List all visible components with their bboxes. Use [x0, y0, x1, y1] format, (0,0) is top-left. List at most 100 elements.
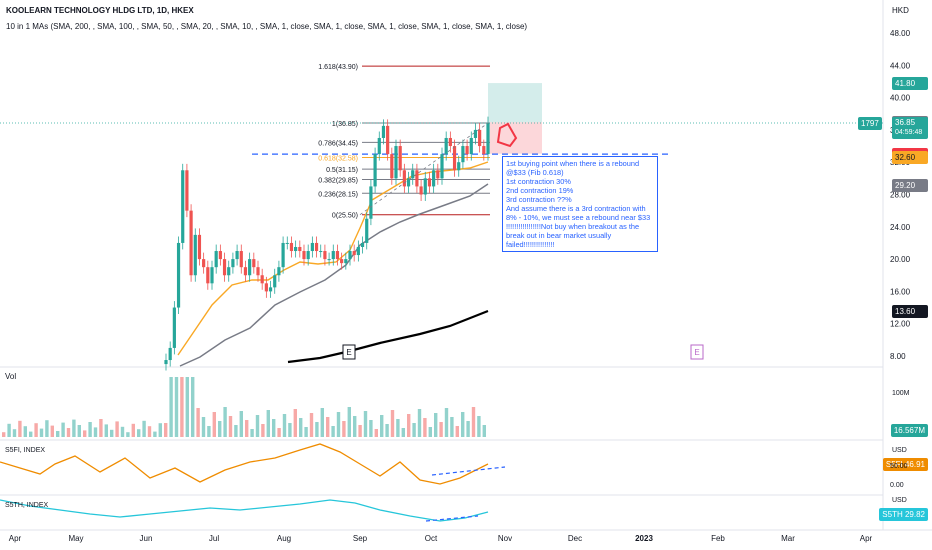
volume-bar [93, 427, 98, 437]
volume-bar [390, 410, 395, 437]
volume-bar [126, 432, 130, 437]
s5fi-tag: S5FI 46.91 [882, 458, 928, 471]
candle-body [465, 146, 469, 155]
note-line-3: 2nd contraction 19% [506, 186, 574, 195]
note-line-4: 3rd contraction ??% [506, 195, 572, 204]
candle-body [369, 186, 373, 219]
candle-body [164, 360, 168, 365]
candle-body [402, 170, 406, 187]
volume-bar [434, 413, 438, 437]
volume-bar [272, 419, 276, 437]
y-tick-label: 8.00 [890, 352, 906, 361]
price-tag: 29.20 [892, 178, 928, 192]
candle-body [323, 251, 327, 260]
annotation-note[interactable]: 1st buying point when there is a rebound… [502, 156, 658, 252]
volume-bar [304, 427, 308, 437]
candle-body [444, 137, 448, 155]
y-tick-label: 40.00 [890, 94, 911, 103]
volume-bar [261, 424, 265, 437]
candle-body [482, 146, 486, 155]
volume-bar [412, 423, 416, 437]
s5th-trend-line [425, 515, 479, 522]
candle-body [348, 251, 352, 260]
sma-200-line [287, 309, 489, 364]
volume-bar [61, 422, 65, 437]
volume-bar [201, 417, 206, 437]
candle-body [277, 267, 281, 276]
candle-body [218, 251, 222, 260]
candle-body [222, 259, 227, 276]
volume-bar [174, 377, 179, 437]
volume-bar [239, 411, 243, 437]
note-line-1: 1st buying point when there is a rebound… [506, 159, 640, 177]
candle-body [377, 137, 381, 155]
volume-bar [50, 425, 54, 437]
x-tick-label: May [68, 534, 83, 543]
candle-body [469, 137, 473, 155]
volume-bar [407, 414, 411, 437]
candle-body [335, 251, 340, 260]
candle-body [352, 251, 356, 256]
volume-bar [331, 426, 335, 437]
volume-bar [255, 415, 260, 437]
candle-body [306, 251, 310, 260]
candle-body [356, 246, 360, 256]
y-tick-label: 48.00 [890, 29, 911, 38]
candle-body [319, 251, 323, 253]
candle-body [214, 251, 218, 268]
candle-body [260, 275, 264, 284]
x-tick-label: Apr [860, 534, 873, 543]
volume-bar [439, 422, 443, 437]
candle-body [285, 242, 289, 244]
fib-level-label: 1(36.85) [332, 121, 358, 128]
y-tick-label: 44.00 [890, 61, 911, 70]
volume-bar [228, 416, 233, 437]
volume-bar [288, 423, 292, 437]
volume-tick: 100M [892, 390, 910, 397]
price-tag: 32.60 [892, 151, 928, 165]
volume-bar [56, 431, 60, 437]
volume-bar [363, 411, 368, 437]
volume-bar [88, 422, 92, 437]
volume-bar [158, 423, 162, 437]
volume-bar [196, 408, 200, 437]
volume-bar [342, 421, 346, 437]
candle-body [340, 259, 344, 264]
candle-body [168, 347, 172, 361]
price-tag: 36.85 04:59:48 [892, 117, 928, 140]
note-line-2: 1st contraction 30% [506, 177, 571, 186]
candle-body [172, 307, 176, 348]
candle-body [344, 259, 348, 264]
volume-bar [12, 429, 17, 437]
volume-bar [137, 429, 141, 437]
candle-body [252, 259, 256, 268]
fib-trend-line [359, 122, 489, 216]
price-tag: 13.60 [892, 304, 928, 318]
volume-bar [169, 377, 173, 437]
sma-20-line [177, 161, 489, 356]
volume-bar [234, 425, 238, 437]
volume-bar [2, 432, 6, 437]
s5fi-currency: USD [892, 447, 907, 454]
volume-bar [104, 424, 108, 437]
candle-body [193, 234, 197, 276]
volume-bar [115, 421, 119, 437]
candle-body [243, 267, 248, 276]
candle-body [448, 137, 452, 147]
candle-body [302, 251, 306, 260]
volume-bar [131, 423, 135, 437]
candle-body [281, 242, 285, 268]
volume-bar [471, 407, 476, 437]
volume-bar [39, 428, 44, 437]
candle-body [181, 170, 185, 243]
candle-body [452, 146, 457, 171]
candle-body [478, 129, 482, 147]
x-tick-label: Sep [353, 534, 368, 543]
indicator-legend[interactable]: 10 in 1 MAs (SMA, 200, , SMA, 100, , SMA… [6, 22, 528, 31]
hand-marker-icon [496, 122, 518, 148]
candle-body [381, 125, 386, 138]
candle-body [331, 251, 335, 260]
candle-body [202, 259, 206, 268]
